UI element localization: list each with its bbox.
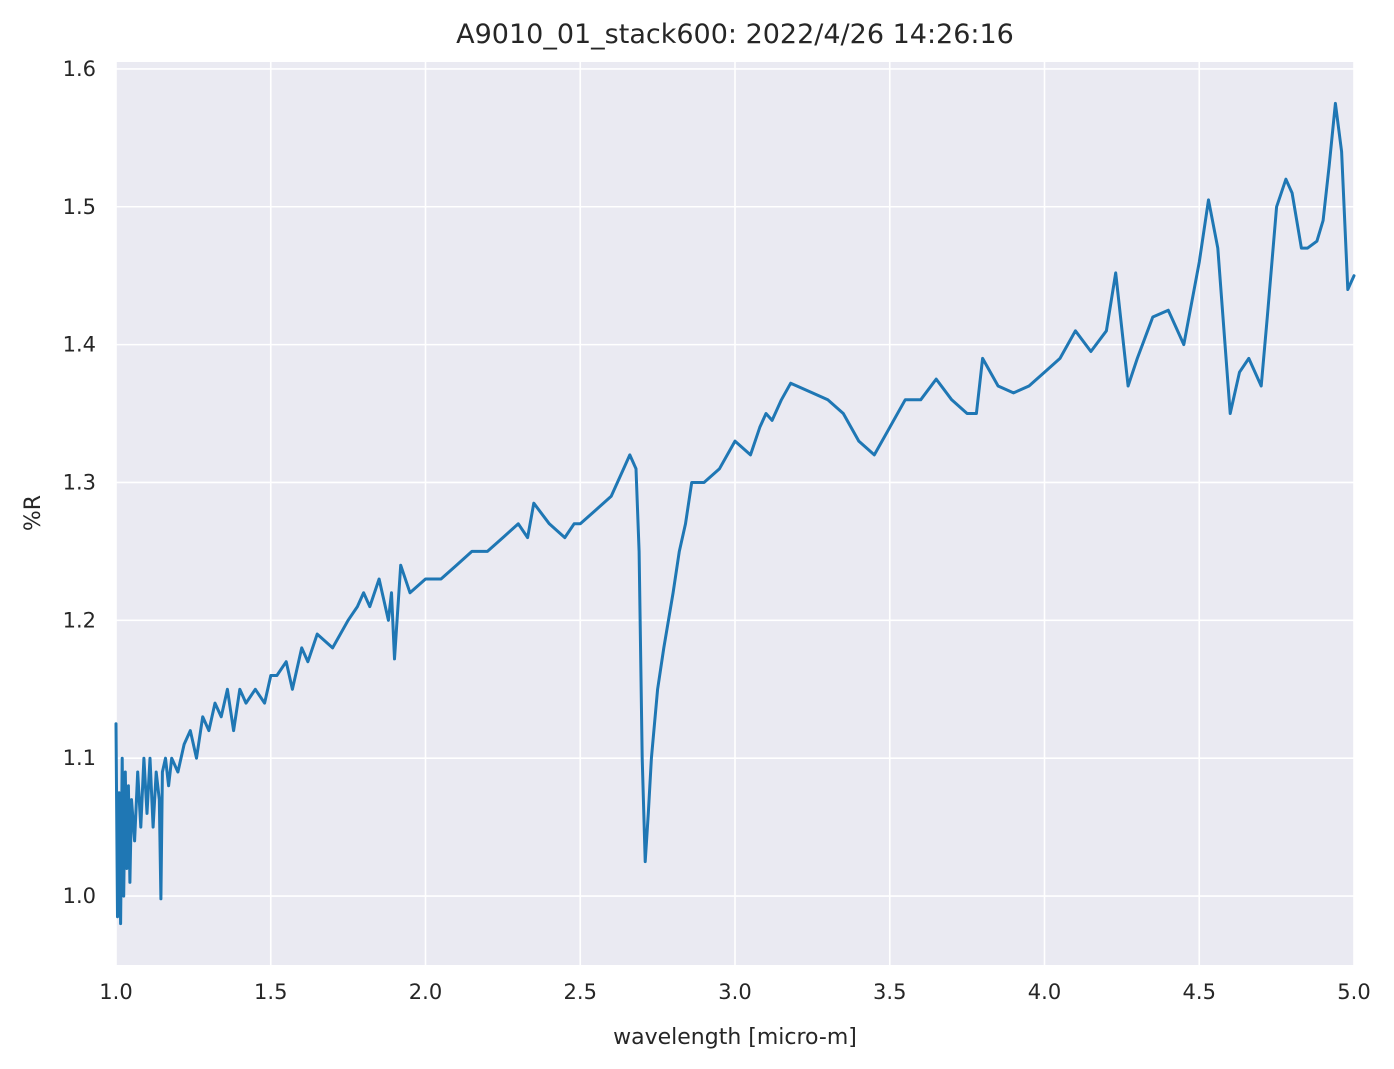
x-tick-label: 2.0 bbox=[409, 980, 442, 1004]
chart-title: A9010_01_stack600: 2022/4/26 14:26:16 bbox=[456, 19, 1014, 50]
x-tick-label: 3.0 bbox=[718, 980, 751, 1004]
x-tick-labels: 1.0 1.5 2.0 2.5 3.0 3.5 4.0 4.5 5.0 bbox=[99, 980, 1370, 1004]
y-tick-label: 1.0 bbox=[63, 884, 96, 908]
y-tick-label: 1.3 bbox=[63, 470, 96, 494]
y-tick-label: 1.2 bbox=[63, 608, 96, 632]
series-lines bbox=[114, 101, 1356, 926]
x-tick-label: 4.5 bbox=[1183, 980, 1216, 1004]
x-tick-label: 2.5 bbox=[564, 980, 597, 1004]
x-tick-label: 1.0 bbox=[99, 980, 132, 1004]
y-tick-label: 1.1 bbox=[63, 746, 96, 770]
y-tick-label: 1.6 bbox=[63, 57, 96, 81]
y-tick-label: 1.5 bbox=[63, 195, 96, 219]
y-tick-label: 1.4 bbox=[63, 333, 96, 357]
x-tick-label: 1.5 bbox=[254, 980, 287, 1004]
x-tick-label: 5.0 bbox=[1337, 980, 1370, 1004]
y-tick-labels: 1.0 1.1 1.2 1.3 1.4 1.5 1.6 bbox=[63, 57, 96, 908]
x-axis-label: wavelength [micro-m] bbox=[613, 1025, 857, 1050]
x-tick-label: 3.5 bbox=[873, 980, 906, 1004]
x-tick-label: 4.0 bbox=[1028, 980, 1061, 1004]
grid-lines bbox=[115, 62, 1355, 965]
y-axis-label: %R bbox=[21, 495, 46, 531]
series-line bbox=[114, 101, 1356, 926]
